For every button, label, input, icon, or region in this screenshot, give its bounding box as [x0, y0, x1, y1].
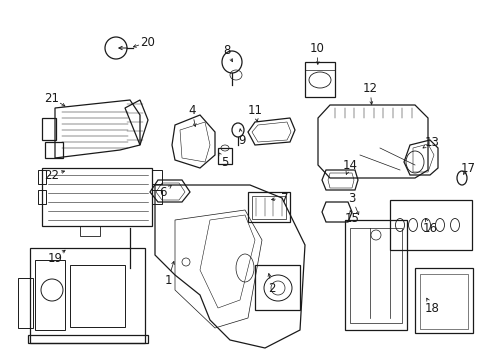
Bar [80, 226, 100, 236]
Bar [152, 190, 162, 204]
Text: 19: 19 [47, 252, 62, 265]
Text: 14: 14 [342, 158, 357, 171]
Bar [247, 192, 289, 222]
Text: 9: 9 [238, 134, 245, 147]
Bar [38, 190, 46, 204]
Bar [254, 265, 299, 310]
Text: 3: 3 [347, 192, 355, 204]
Text: 10: 10 [309, 41, 324, 54]
Text: 4: 4 [188, 104, 195, 117]
Bar [414, 268, 472, 333]
Text: 22: 22 [44, 168, 60, 181]
Text: 13: 13 [424, 135, 439, 149]
Bar [35, 260, 65, 330]
Bar [251, 196, 285, 219]
Bar [419, 274, 467, 329]
Bar [42, 168, 152, 226]
Bar [349, 228, 401, 323]
Bar [30, 248, 145, 343]
Bar [152, 170, 162, 184]
Text: 16: 16 [422, 221, 437, 234]
Text: 17: 17 [460, 162, 474, 175]
Text: 18: 18 [424, 302, 439, 315]
Bar [38, 170, 46, 184]
Text: 6: 6 [159, 185, 166, 198]
Bar [345, 220, 406, 330]
Text: 5: 5 [221, 156, 228, 168]
Text: 20: 20 [140, 36, 155, 49]
Text: 7: 7 [281, 192, 288, 204]
Bar [389, 200, 471, 250]
Text: 1: 1 [164, 274, 171, 287]
Bar [45, 142, 63, 158]
Bar [42, 118, 56, 140]
Bar [305, 62, 334, 97]
Bar [18, 278, 33, 328]
Bar [218, 148, 231, 164]
Bar [70, 265, 125, 327]
Text: 21: 21 [44, 91, 60, 104]
Text: 2: 2 [268, 282, 275, 294]
Text: 12: 12 [362, 81, 377, 95]
Text: 8: 8 [223, 44, 230, 57]
Text: 15: 15 [344, 212, 359, 225]
Text: 11: 11 [247, 104, 262, 117]
